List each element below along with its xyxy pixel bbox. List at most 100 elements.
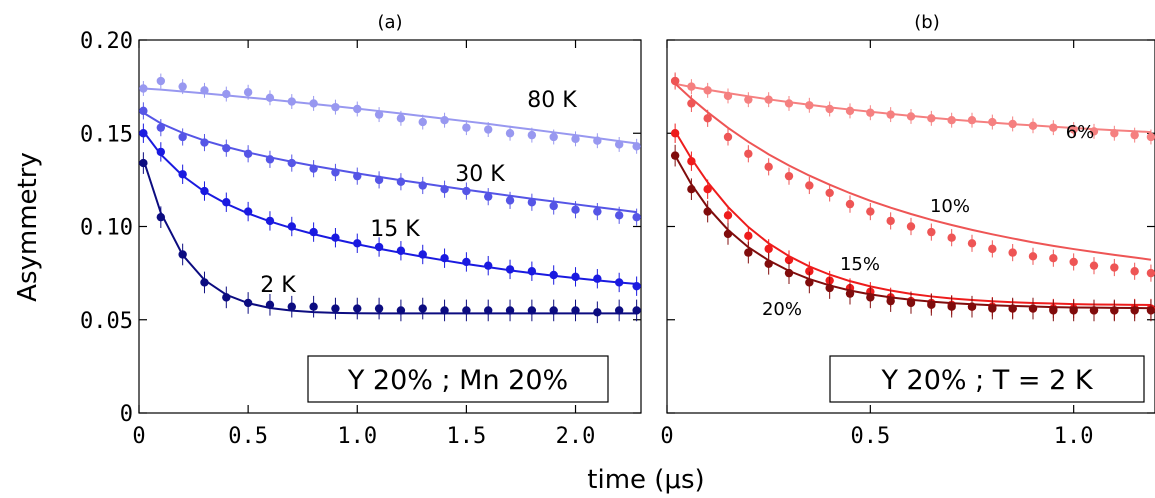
data-point [670, 76, 680, 86]
data-point [703, 207, 712, 216]
data-point [396, 306, 406, 315]
data-point [200, 86, 209, 95]
fit-line [142, 111, 637, 214]
data-point [178, 170, 187, 179]
data-point [353, 171, 362, 181]
data-point [593, 136, 602, 145]
data-point [632, 306, 641, 315]
data-point [614, 140, 624, 149]
data-point [1130, 267, 1139, 276]
data-point [156, 76, 166, 86]
data-point [805, 101, 814, 110]
panel-a: 0 0.5 1.0 1.5 2.0 0 0.05 0.10 0.15 0.20 (a) 80 K 30 … [80, 12, 642, 449]
data-point [1110, 263, 1119, 272]
data-point [1146, 306, 1155, 315]
data-point [764, 162, 773, 172]
data-point [139, 158, 148, 168]
y-tick-label: 0.20 [80, 29, 133, 54]
fit-line [674, 82, 1152, 261]
series-label: 15% [840, 254, 880, 275]
data-point [243, 88, 253, 97]
data-point [723, 91, 733, 101]
data-point [505, 196, 515, 205]
x-tick-label: 0.5 [228, 424, 268, 449]
data-point [764, 259, 773, 268]
data-point [549, 201, 558, 211]
series-label: 2 K [260, 273, 296, 298]
data-point [1089, 306, 1099, 315]
data-point [866, 108, 875, 117]
data-point [374, 175, 384, 185]
y-tick-label: 0.05 [80, 309, 133, 334]
data-point [1049, 254, 1058, 263]
data-point [1130, 130, 1139, 140]
fit-line [674, 155, 1151, 310]
data-point [484, 306, 493, 315]
data-point [331, 168, 340, 177]
data-point [200, 186, 209, 196]
data-point [505, 265, 515, 274]
data-point [418, 250, 427, 259]
data-point [632, 281, 641, 291]
annotation-box [829, 355, 1145, 403]
data-point [593, 308, 602, 317]
data-point [353, 104, 362, 114]
data-point [1028, 304, 1038, 313]
data-point [967, 115, 977, 125]
data-point [764, 95, 773, 104]
data-point [886, 296, 895, 306]
data-point [265, 300, 275, 310]
data-point [1146, 132, 1155, 142]
data-point [845, 289, 855, 298]
data-point [374, 304, 384, 313]
data-point [593, 274, 602, 283]
data-point [549, 306, 558, 315]
data-point [374, 242, 384, 252]
data-point [1089, 127, 1099, 136]
data-point [265, 216, 275, 226]
data-point [1069, 125, 1078, 134]
data-point [222, 293, 231, 302]
data-point [1008, 304, 1017, 313]
data-point [744, 149, 753, 158]
x-tick-label: 1.0 [1054, 424, 1094, 449]
data-point [1028, 252, 1038, 261]
data-point [440, 254, 449, 263]
data-point [886, 216, 895, 226]
data-point [156, 123, 166, 132]
x-tick-label: 2.0 [556, 424, 596, 449]
x-tick-label: 0.5 [850, 424, 890, 449]
data-point [723, 211, 733, 220]
data-point [845, 106, 855, 116]
panel-title: (b) [914, 12, 939, 33]
data-point [1008, 119, 1017, 129]
data-point [396, 246, 406, 255]
data-point [593, 207, 602, 216]
data-point [947, 233, 956, 242]
x-axis-title: time (μs) [587, 465, 704, 495]
data-point [988, 244, 997, 254]
data-point [484, 261, 493, 270]
data-point [886, 110, 895, 119]
data-point [988, 117, 997, 127]
y-tick-label: 0.15 [80, 122, 133, 147]
data-point [462, 257, 471, 267]
x-tick-label: 0 [132, 424, 145, 449]
data-point [744, 231, 753, 241]
data-point [309, 227, 318, 237]
data-point [353, 239, 362, 248]
data-point [178, 250, 187, 259]
data-point [200, 278, 209, 287]
data-point [527, 130, 537, 140]
data-point [967, 302, 977, 311]
data-point [418, 117, 427, 127]
data-point [200, 138, 209, 147]
panel-b: 0 0.5 1.0 (b) 6% 10% 15% 20% Y 20% ; T = 2 K [660, 12, 1155, 449]
data-point [505, 129, 515, 138]
data-point [906, 222, 916, 231]
fit-line [142, 159, 637, 315]
data-point [1110, 129, 1119, 138]
data-point [947, 302, 956, 311]
data-point [331, 304, 340, 313]
